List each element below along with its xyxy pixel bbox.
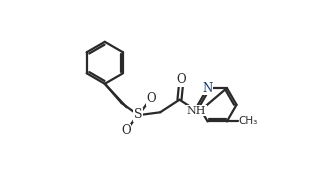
- Text: N: N: [203, 81, 213, 94]
- Text: NH: NH: [186, 106, 206, 116]
- Text: O: O: [121, 124, 131, 137]
- Text: O: O: [176, 73, 186, 86]
- Text: S: S: [134, 108, 143, 121]
- Text: O: O: [146, 92, 156, 105]
- Text: CH₃: CH₃: [239, 116, 258, 126]
